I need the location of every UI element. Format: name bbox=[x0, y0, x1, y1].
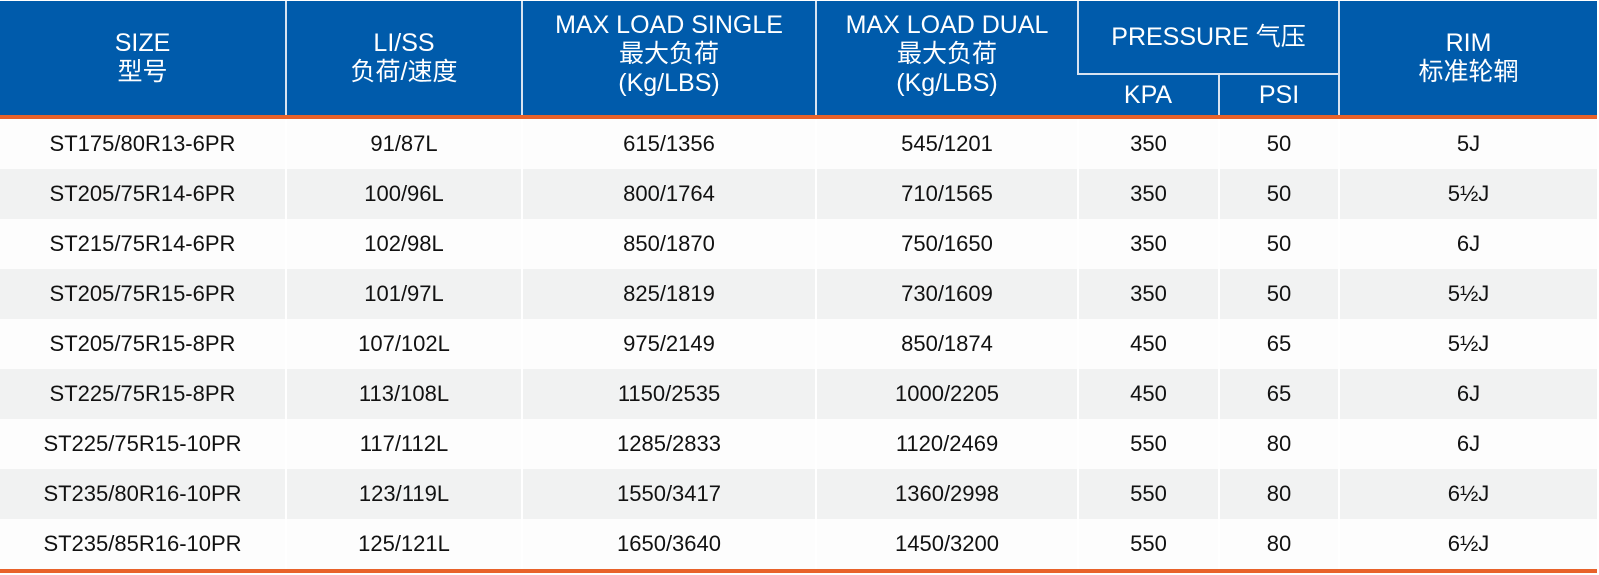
cell-max-load-dual: 1120/2469 bbox=[815, 419, 1078, 469]
cell-rim: 6½J bbox=[1338, 469, 1598, 519]
cell-rim: 6J bbox=[1338, 419, 1598, 469]
cell-psi: 80 bbox=[1217, 419, 1340, 469]
cell-size: ST235/80R16-10PR bbox=[0, 469, 286, 519]
cell-psi: 80 bbox=[1217, 519, 1340, 573]
header-max-load-single: MAX LOAD SINGLE 最大负荷 (Kg/LBS) bbox=[521, 1, 816, 119]
cell-max-load-dual: 1000/2205 bbox=[815, 369, 1078, 419]
header-rim: RIM 标准轮辋 bbox=[1338, 1, 1598, 119]
header-liss-cn: 负荷/速度 bbox=[350, 58, 458, 86]
cell-size: ST225/75R15-10PR bbox=[0, 419, 286, 469]
cell-rim: 5½J bbox=[1338, 269, 1598, 319]
cell-kpa: 350 bbox=[1077, 269, 1219, 319]
header-single-unit: (Kg/LBS) bbox=[618, 69, 720, 97]
table-body: ST175/80R13-6PR 91/87L 615/1356 545/1201 350… bbox=[0, 117, 1598, 573]
cell-psi: 65 bbox=[1217, 319, 1340, 369]
cell-size: ST175/80R13-6PR bbox=[0, 117, 286, 169]
table-row: ST235/80R16-10PR 123/119L 1550/3417 1360/29… bbox=[0, 469, 1598, 519]
cell-kpa: 450 bbox=[1077, 319, 1219, 369]
cell-max-load-dual: 1360/2998 bbox=[815, 469, 1078, 519]
table-row: ST225/75R15-10PR 117/112L 1285/2833 1120/24… bbox=[0, 419, 1598, 469]
table-row: ST215/75R14-6PR 102/98L 850/1870 750/1650 35… bbox=[0, 219, 1598, 269]
header-single-cn: 最大负荷 bbox=[618, 40, 719, 68]
cell-kpa: 350 bbox=[1077, 169, 1219, 219]
header-size-cn: 型号 bbox=[117, 58, 168, 86]
cell-li-ss: 107/102L bbox=[285, 319, 522, 369]
cell-rim: 6J bbox=[1338, 219, 1598, 269]
table-row: ST205/75R15-8PR 107/102L 975/2149 850/1874 4… bbox=[0, 319, 1598, 369]
cell-kpa: 550 bbox=[1077, 419, 1219, 469]
header-rim-cn: 标准轮辋 bbox=[1418, 58, 1519, 86]
cell-kpa: 550 bbox=[1077, 519, 1219, 573]
cell-li-ss: 91/87L bbox=[285, 117, 522, 169]
cell-max-load-dual: 545/1201 bbox=[815, 117, 1078, 169]
header-kpa: KPA bbox=[1078, 73, 1219, 119]
header-rim-en: RIM bbox=[1445, 29, 1492, 57]
cell-kpa: 350 bbox=[1077, 117, 1219, 169]
header-psi: PSI bbox=[1217, 73, 1340, 119]
cell-psi: 50 bbox=[1217, 169, 1340, 219]
cell-size: ST205/75R15-6PR bbox=[0, 269, 286, 319]
cell-li-ss: 123/119L bbox=[285, 469, 522, 519]
header-max-load-dual: MAX LOAD DUAL 最大负荷 (Kg/LBS) bbox=[815, 1, 1078, 119]
cell-max-load-single: 825/1819 bbox=[521, 269, 816, 319]
cell-max-load-single: 1285/2833 bbox=[521, 419, 816, 469]
cell-max-load-single: 1150/2535 bbox=[521, 369, 816, 419]
header-size-en: SIZE bbox=[114, 29, 171, 57]
cell-li-ss: 113/108L bbox=[285, 369, 522, 419]
table-row: ST205/75R15-6PR 101/97L 825/1819 730/1609 35… bbox=[0, 269, 1598, 319]
header-row: SIZE 型号 LI/SS 负荷/速度 MAX LOAD SINGLE 最大负荷 (Kg… bbox=[0, 1, 1598, 119]
cell-li-ss: 102/98L bbox=[285, 219, 522, 269]
cell-psi: 80 bbox=[1217, 469, 1340, 519]
cell-size: ST225/75R15-8PR bbox=[0, 369, 286, 419]
cell-li-ss: 100/96L bbox=[285, 169, 522, 219]
cell-psi: 50 bbox=[1217, 219, 1340, 269]
cell-kpa: 550 bbox=[1077, 469, 1219, 519]
cell-size: ST205/75R15-8PR bbox=[0, 319, 286, 369]
cell-psi: 50 bbox=[1217, 117, 1340, 169]
header-liss-en: LI/SS bbox=[373, 29, 435, 57]
cell-size: ST215/75R14-6PR bbox=[0, 219, 286, 269]
table-row: ST205/75R14-6PR 100/96L 800/1764 710/1565 35… bbox=[0, 169, 1598, 219]
header-size: SIZE 型号 bbox=[0, 1, 286, 119]
cell-psi: 50 bbox=[1217, 269, 1340, 319]
cell-rim: 6J bbox=[1338, 369, 1598, 419]
cell-max-load-single: 800/1764 bbox=[521, 169, 816, 219]
cell-size: ST205/75R14-6PR bbox=[0, 169, 286, 219]
cell-rim: 6½J bbox=[1338, 519, 1598, 573]
cell-max-load-dual: 710/1565 bbox=[815, 169, 1078, 219]
cell-psi: 65 bbox=[1217, 369, 1340, 419]
cell-li-ss: 125/121L bbox=[285, 519, 522, 573]
cell-kpa: 350 bbox=[1077, 219, 1219, 269]
table-row: ST235/85R16-10PR 125/121L 1650/3640 1450/32… bbox=[0, 519, 1598, 573]
header-dual-unit: (Kg/LBS) bbox=[896, 69, 998, 97]
cell-max-load-single: 1550/3417 bbox=[521, 469, 816, 519]
cell-max-load-dual: 850/1874 bbox=[815, 319, 1078, 369]
cell-max-load-single: 975/2149 bbox=[521, 319, 816, 369]
table-row: ST175/80R13-6PR 91/87L 615/1356 545/1201 350… bbox=[0, 117, 1598, 169]
cell-max-load-single: 615/1356 bbox=[521, 117, 816, 169]
cell-max-load-dual: 1450/3200 bbox=[815, 519, 1078, 573]
cell-max-load-single: 850/1870 bbox=[521, 219, 816, 269]
cell-li-ss: 117/112L bbox=[285, 419, 522, 469]
header-subrow: KPA PSI bbox=[0, 73, 1597, 119]
cell-kpa: 450 bbox=[1077, 369, 1219, 419]
header-liss: LI/SS 负荷/速度 bbox=[285, 1, 522, 119]
cell-rim: 5½J bbox=[1338, 169, 1598, 219]
cell-rim: 5J bbox=[1338, 117, 1598, 169]
cell-rim: 5½J bbox=[1338, 319, 1598, 369]
cell-li-ss: 101/97L bbox=[285, 269, 522, 319]
table-row: ST225/75R15-8PR 113/108L 1150/2535 1000/220… bbox=[0, 369, 1598, 419]
header-dual-en: MAX LOAD DUAL bbox=[845, 11, 1049, 39]
cell-max-load-single: 1650/3640 bbox=[521, 519, 816, 573]
cell-max-load-dual: 750/1650 bbox=[815, 219, 1078, 269]
header-dual-cn: 最大负荷 bbox=[896, 40, 997, 68]
header-single-en: MAX LOAD SINGLE bbox=[555, 11, 783, 39]
cell-size: ST235/85R16-10PR bbox=[0, 519, 286, 573]
cell-max-load-dual: 730/1609 bbox=[815, 269, 1078, 319]
header-pressure: PRESSURE 气压 bbox=[1076, 1, 1340, 74]
